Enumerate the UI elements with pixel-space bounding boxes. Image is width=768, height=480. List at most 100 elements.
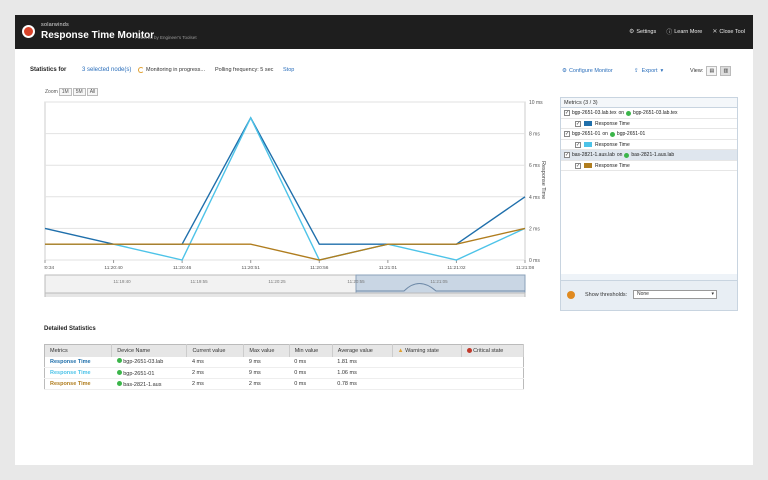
node-name: bas-2821-1.aus.lab xyxy=(572,152,615,158)
critical-state-cell xyxy=(461,367,524,379)
column-header[interactable]: Max value xyxy=(243,344,290,357)
status-up-icon xyxy=(609,131,615,137)
status-up-icon xyxy=(116,369,122,375)
on-label: on xyxy=(616,152,623,158)
average-value-cell: 0.78 ms xyxy=(332,378,393,390)
x-tick-label: 11:20:34 xyxy=(44,265,54,271)
zoom-5m-button[interactable]: 5M xyxy=(72,88,86,96)
metric-cell: Response Time xyxy=(44,356,112,368)
chart-view-icon[interactable]: ▥ xyxy=(720,66,732,76)
min-value-cell: 0 ms xyxy=(289,356,333,368)
monitoring-status: Monitoring in progress... xyxy=(138,67,205,73)
thresholds-icon xyxy=(567,291,575,299)
warning-state-cell xyxy=(392,378,462,390)
node-name: bgp-2651-03.lab.tex xyxy=(572,110,617,116)
metric-name: Response Time xyxy=(595,162,630,169)
metric-name: Response Time xyxy=(595,141,630,148)
navigator-tick-label: 11:20:25 xyxy=(268,279,286,284)
column-header[interactable]: Critical state xyxy=(461,344,525,357)
current-value-cell: 4 ms xyxy=(186,356,244,368)
thresholds-select[interactable]: None ▾ xyxy=(633,290,717,299)
learn-more-link[interactable]: ⓘ Learn More xyxy=(666,28,703,37)
powered-by: Powered by Engineer's Toolset xyxy=(135,35,197,40)
metric-cell: Response Time xyxy=(44,367,112,379)
close-tool-link[interactable]: ✕ Close Tool xyxy=(712,28,745,36)
device-name: bgp-2651-03.lab xyxy=(123,359,164,366)
warning-icon: ▲ xyxy=(397,347,404,354)
export-icon: ⇪ xyxy=(634,68,639,74)
column-header-label: Critical state xyxy=(473,347,504,354)
metric-checkbox[interactable]: ✓ xyxy=(575,120,581,127)
configure-monitor-button[interactable]: ⚙ Configure Monitor xyxy=(562,68,613,74)
on-label: on xyxy=(602,131,608,137)
metrics-node-row[interactable]: ✓ bgp-2651-03.lab.tex on bgp-2651-03.lab.te… xyxy=(561,108,737,119)
warning-state-cell xyxy=(392,356,462,368)
zoom-controls: Zoom 1M 5M All xyxy=(45,88,99,96)
metrics-metric-row[interactable]: ✓ Response Time xyxy=(561,119,737,129)
top-bar: solarwinds Response Time Monitor Powered… xyxy=(15,15,753,49)
app-title: Response Time Monitor xyxy=(41,30,155,41)
column-header[interactable]: Average value xyxy=(332,344,393,357)
column-header[interactable]: Current value xyxy=(186,344,245,357)
critical-state-cell xyxy=(461,356,524,368)
zoom-all-button[interactable]: All xyxy=(86,88,99,96)
table-row[interactable]: Response Time bgp-2651-03.lab 4 ms 9 ms 0 m… xyxy=(44,356,524,368)
x-tick-label: 11:21:02 xyxy=(447,265,466,271)
export-button[interactable]: ⇪ Export ▾ xyxy=(634,68,664,74)
zoom-1m-button[interactable]: 1M xyxy=(58,88,72,96)
app-frame: solarwinds Response Time Monitor Powered… xyxy=(15,15,753,465)
node-name: bgp-2651-01 xyxy=(572,131,601,137)
navigator-tick-label: 11:21:05 xyxy=(430,279,448,284)
node-checkbox[interactable]: ✓ xyxy=(564,110,570,116)
x-tick-label: 11:20:46 xyxy=(173,265,192,271)
x-tick-label: 11:20:56 xyxy=(310,265,329,271)
table-view-icon[interactable]: ▤ xyxy=(706,66,718,76)
table-row[interactable]: Response Time bgp-2651-01 2 ms 9 ms 0 ms 1.0… xyxy=(44,367,524,379)
toolbar: Statistics for 3 selected node(s) Monito… xyxy=(30,65,738,79)
metric-name: Response Time xyxy=(595,120,630,127)
metric-checkbox[interactable]: ✓ xyxy=(575,162,581,169)
metrics-node-row[interactable]: ✓ bgp-2651-01 on bgp-2651-01 xyxy=(561,129,737,140)
node-checkbox[interactable]: ✓ xyxy=(564,152,570,158)
device-cell: bgp-2651-03.lab xyxy=(111,356,187,368)
warning-state-cell xyxy=(392,367,462,379)
column-header[interactable]: Device Name xyxy=(111,344,188,357)
y-tick-label: 2 ms xyxy=(529,226,540,232)
metrics-panel-title: Metrics (3 / 3) xyxy=(561,98,737,108)
y-tick-label: 8 ms xyxy=(529,132,540,138)
stop-button[interactable]: Stop xyxy=(283,67,295,73)
selected-nodes-link[interactable]: 3 selected node(s) xyxy=(82,67,132,73)
settings-link[interactable]: ⚙ Settings xyxy=(628,28,657,36)
critical-icon xyxy=(466,347,472,353)
chevron-down-icon: ▾ xyxy=(660,68,664,74)
metrics-metric-row[interactable]: ✓ Response Time xyxy=(561,161,737,171)
navigator-tick-label: 11:20:55 xyxy=(347,279,365,284)
chart-svg: 10 ms 8 ms 6 ms 4 ms 2 ms 0 ms Response Time 11… xyxy=(44,100,546,297)
device-cell: bas-2821-1.aus xyxy=(111,378,187,390)
average-value-cell: 1.81 ms xyxy=(332,356,393,368)
chevron-down-icon: ▾ xyxy=(711,291,714,297)
max-value-cell: 9 ms xyxy=(243,367,290,379)
metrics-metric-row[interactable]: ✓ Response Time xyxy=(561,140,737,150)
series-line-3 xyxy=(45,227,526,261)
stats-label: Statistics for xyxy=(30,67,67,73)
column-header[interactable]: Min value xyxy=(289,344,333,357)
node-host: bgp-2651-03.lab.tex xyxy=(633,110,678,116)
response-time-chart[interactable]: 10 ms 8 ms 6 ms 4 ms 2 ms 0 ms Response Time 11… xyxy=(44,97,550,297)
min-value-cell: 0 ms xyxy=(289,367,333,379)
table-row[interactable]: Response Time bas-2821-1.aus 2 ms 2 ms 0 ms… xyxy=(44,378,524,390)
current-value-cell: 2 ms xyxy=(186,378,244,390)
average-value-cell: 1.06 ms xyxy=(332,367,393,379)
metric-checkbox[interactable]: ✓ xyxy=(575,141,581,148)
column-header[interactable]: Metrics xyxy=(44,344,113,357)
x-tick-label: 11:20:40 xyxy=(104,265,123,271)
y-tick-label: 0 ms xyxy=(529,258,540,264)
node-checkbox[interactable]: ✓ xyxy=(564,131,570,137)
metrics-node-row[interactable]: ✓ bas-2821-1.aus.lab on bas-2821-1.aus.lab xyxy=(561,150,737,161)
close-icon: ✕ xyxy=(712,29,718,35)
y-tick-label: 10 ms xyxy=(529,100,543,106)
column-header[interactable]: ▲ Warning state xyxy=(392,344,462,357)
column-header-label: Warning state xyxy=(405,347,439,354)
brand-name: solarwinds xyxy=(41,22,69,28)
critical-state-cell xyxy=(461,378,524,390)
